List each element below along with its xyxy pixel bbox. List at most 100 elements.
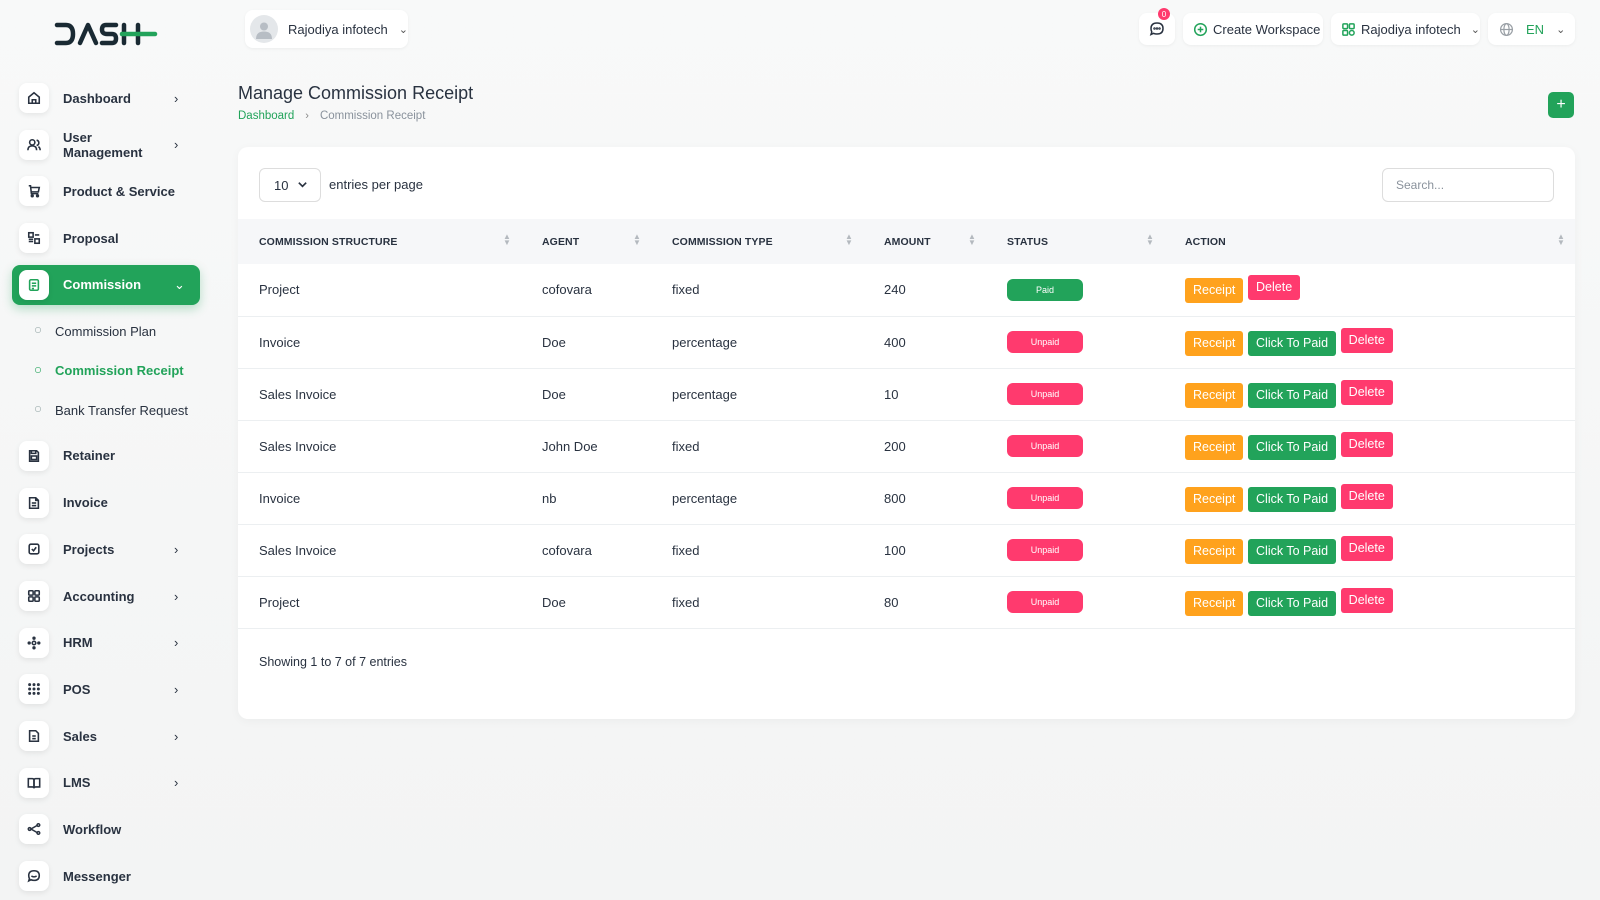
sort-icon: ▲ ▼ (967, 232, 976, 247)
table-card: 10 entries per page COMMISSION STRUCTURE… (238, 147, 1575, 719)
sidebar-item-workflow[interactable]: Workflow (12, 809, 200, 849)
delete-button[interactable]: Delete (1340, 535, 1393, 561)
delete-button[interactable]: Delete (1340, 327, 1393, 353)
click-to-paid-button[interactable]: Click To Paid (1248, 434, 1337, 460)
sidebar-subitem-label: Commission Plan (55, 323, 157, 339)
table-body: Project cofovara fixed 240 Paid Receipt Delet… (238, 264, 1575, 628)
delete-button[interactable]: Delete (1340, 379, 1393, 405)
sidebar-item-label: LMS (63, 775, 91, 791)
sidebar-item-product-service[interactable]: Product & Service (12, 171, 200, 211)
workflow-icon (19, 814, 49, 845)
entries-per-page-select[interactable]: 10 (259, 168, 321, 202)
chat-icon (1149, 22, 1164, 36)
cell-amount: 200 (884, 438, 906, 454)
sidebar-item-accounting[interactable]: Accounting › (12, 576, 200, 616)
receipt-button[interactable]: Receipt (1185, 382, 1244, 408)
click-to-paid-button[interactable]: Click To Paid (1248, 330, 1337, 356)
table-row: Invoice nb percentage 800 Unpaid Receipt Clic… (238, 472, 1575, 524)
cell-amount: 800 (884, 490, 906, 506)
delete-button[interactable]: Delete (1340, 483, 1393, 509)
chevron-right-icon: › (174, 775, 179, 791)
sidebar-item-projects[interactable]: Projects › (12, 529, 200, 569)
receipt-button[interactable]: Receipt (1185, 330, 1244, 356)
table-row: Invoice Doe percentage 400 Unpaid Receipt Cli… (238, 316, 1575, 368)
home-icon (19, 83, 49, 113)
delete-button[interactable]: Delete (1248, 275, 1301, 301)
chevron-down-icon: ⌄ (398, 23, 408, 36)
sidebar-subitem-label: Commission Receipt (55, 363, 184, 379)
sidebar-item-hrm[interactable]: HRM › (12, 623, 200, 663)
chevron-right-icon: › (305, 110, 309, 122)
chevron-right-icon: › (174, 541, 179, 557)
cell-commission-structure: Invoice (259, 490, 301, 506)
sidebar-item-proposal[interactable]: Proposal (12, 218, 200, 258)
sidebar-item-dashboard[interactable]: Dashboard › (12, 78, 200, 118)
notifications-button[interactable]: 0 (1139, 8, 1175, 45)
add-button[interactable]: + (1548, 92, 1574, 118)
cell-commission-type: percentage (672, 490, 738, 506)
dash-logo[interactable] (54, 20, 158, 48)
column-header-commission-structure[interactable]: COMMISSION STRUCTURE ▲ ▼ (259, 232, 511, 248)
cell-commission-structure: Project (259, 594, 300, 610)
receipt-button[interactable]: Receipt (1185, 590, 1244, 616)
click-to-paid-button[interactable]: Click To Paid (1248, 486, 1337, 512)
click-to-paid-button[interactable]: Click To Paid (1248, 590, 1337, 616)
notification-badge: 0 (1158, 8, 1170, 20)
sidebar-item-messenger[interactable]: Messenger (12, 856, 200, 896)
cell-agent: John Doe (542, 438, 598, 454)
click-to-paid-button[interactable]: Click To Paid (1248, 382, 1337, 408)
cell-status: Paid (986, 264, 1164, 316)
sidebar-item-label: Retainer (63, 448, 116, 464)
sidebar-item-commission[interactable]: Commission ⌄ (12, 264, 200, 305)
search-input[interactable] (1382, 168, 1554, 202)
sidebar-subitem-bank-transfer-request[interactable]: Bank Transfer Request (12, 390, 200, 430)
sidebar-subitem-commission-plan[interactable]: Commission Plan (12, 311, 200, 351)
sidebar-item-pos[interactable]: POS › (12, 669, 200, 709)
cell-action: Receipt Click To Paid Delete (1164, 472, 1575, 524)
cell-status: Unpaid (986, 576, 1164, 628)
delete-button[interactable]: Delete (1340, 587, 1393, 613)
invoice-icon (19, 487, 49, 518)
workspace-switcher[interactable]: Rajodiya infotech ⌄ (1331, 13, 1480, 45)
cell-amount: 400 (884, 334, 906, 350)
cart-icon (19, 176, 49, 207)
cell-commission-structure: Sales Invoice (259, 438, 337, 454)
receipt-button[interactable]: Receipt (1185, 434, 1244, 460)
delete-button[interactable]: Delete (1340, 431, 1393, 457)
cell-commission-structure: Sales Invoice (259, 542, 337, 558)
receipt-button[interactable]: Receipt (1185, 538, 1244, 564)
sidebar-item-label: User Management (63, 129, 143, 160)
click-to-paid-button[interactable]: Click To Paid (1248, 538, 1337, 564)
hrm-icon (19, 627, 49, 658)
column-header-action[interactable]: ACTION ▲ ▼ (1185, 232, 1565, 248)
cell-status: Unpaid (986, 316, 1164, 368)
per-page-label: entries per page (329, 177, 423, 192)
breadcrumb-current: Commission Receipt (319, 110, 426, 122)
create-workspace-button[interactable]: Create Workspace (1183, 13, 1323, 45)
column-header-status[interactable]: STATUS ▲ ▼ (1007, 232, 1154, 248)
user-menu-button[interactable]: Rajodiya infotech ⌄ (245, 10, 408, 48)
breadcrumb-home-link[interactable]: Dashboard (238, 110, 295, 122)
receipt-button[interactable]: Receipt (1185, 486, 1244, 512)
sidebar-item-sales[interactable]: Sales › (12, 716, 200, 756)
sidebar-item-lms[interactable]: LMS › (12, 763, 200, 803)
status-badge: Unpaid (1007, 487, 1083, 509)
sidebar-item-label: Proposal (63, 230, 119, 246)
globe-icon (1499, 22, 1514, 36)
receipt-button[interactable]: Receipt (1185, 278, 1244, 304)
sidebar-item-user-management[interactable]: User Management › (12, 125, 200, 165)
table-row: Project Doe fixed 80 Unpaid Receipt Click To … (238, 576, 1575, 628)
sidebar-subitem-commission-receipt[interactable]: Commission Receipt (12, 351, 200, 391)
status-badge: Unpaid (1007, 435, 1083, 457)
cell-action: Receipt Delete (1164, 264, 1575, 316)
sort-icon: ▲ ▼ (1145, 232, 1154, 247)
language-switcher[interactable]: EN ⌄ (1488, 13, 1575, 45)
sidebar-item-retainer[interactable]: Retainer (12, 436, 200, 476)
plus-icon: + (1556, 96, 1566, 113)
column-header-commission-type[interactable]: COMMISSION TYPE ▲ ▼ (672, 232, 853, 248)
column-header-amount[interactable]: AMOUNT ▲ ▼ (884, 232, 976, 248)
cell-agent: Doe (542, 594, 566, 610)
sidebar-item-invoice[interactable]: Invoice (12, 483, 200, 523)
sidebar-nav: Dashboard › User Management › Product & … (12, 78, 200, 900)
column-header-agent[interactable]: AGENT ▲ ▼ (542, 232, 641, 248)
